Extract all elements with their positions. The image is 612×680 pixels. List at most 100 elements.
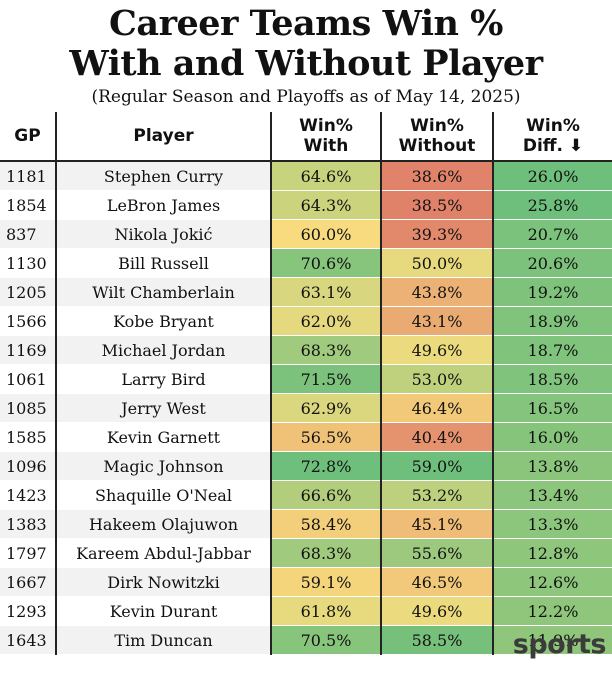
table-row: 1566 Kobe Bryant 62.0% 43.1% 18.9% [0,306,612,336]
cell-win-diff: 16.5% [492,393,612,423]
cell-win-with: 70.6% [270,248,381,278]
subtitle: (Regular Season and Playoffs as of May 1… [91,87,521,107]
cell-win-without: 58.5% [380,625,493,655]
cell-win-diff: 13.4% [492,480,612,510]
cell-win-diff: 18.9% [492,306,612,336]
cell-player: Kevin Garnett [55,422,271,452]
cell-player: LeBron James [55,190,271,220]
cell-win-with: 68.3% [270,538,381,568]
cell-win-with: 64.3% [270,190,381,220]
cell-gp: 1566 [0,306,56,336]
header-win-diff[interactable]: Win% Diff. ⬇ [492,112,612,161]
cell-gp: 1169 [0,335,56,365]
header-win-with-line2: With [303,136,349,156]
cell-gp: 1797 [0,538,56,568]
cell-win-diff: 19.2% [492,277,612,307]
cell-win-with: 70.5% [270,625,381,655]
cell-win-with: 72.8% [270,451,381,481]
cell-player: Jerry West [55,393,271,423]
table-row: 1096 Magic Johnson 72.8% 59.0% 13.8% [0,451,612,481]
cell-player: Dirk Nowitzki [55,567,271,597]
table-row: 837 Nikola Jokić 60.0% 39.3% 20.7% [0,219,612,249]
cell-player: Stephen Curry [55,161,271,191]
cell-win-diff: 25.8% [492,190,612,220]
table-row: 1854 LeBron James 64.3% 38.5% 25.8% [0,190,612,220]
table-row: 1205 Wilt Chamberlain 63.1% 43.8% 19.2% [0,277,612,307]
cell-win-without: 43.8% [380,277,493,307]
cell-win-with: 59.1% [270,567,381,597]
cell-gp: 1293 [0,596,56,626]
cell-win-with: 61.8% [270,596,381,626]
cell-player: Hakeem Olajuwon [55,509,271,539]
table-row: 1293 Kevin Durant 61.8% 49.6% 12.2% [0,596,612,626]
cell-gp: 1585 [0,422,56,452]
cell-gp: 1181 [0,161,56,191]
page-title: Career Teams Win % With and Without Play… [0,0,612,84]
cell-win-without: 46.5% [380,567,493,597]
cell-gp: 1643 [0,625,56,655]
cell-gp: 1085 [0,393,56,423]
cell-win-with: 63.1% [270,277,381,307]
cell-win-diff: 20.7% [492,219,612,249]
cell-win-without: 53.2% [380,480,493,510]
table-row: 1667 Dirk Nowitzki 59.1% 46.5% 12.6% [0,567,612,597]
cell-win-diff: 11.9% [492,625,612,655]
cell-win-with: 64.6% [270,161,381,191]
header-win-without: Win% Without [380,112,493,161]
table-row: 1181 Stephen Curry 64.6% 38.6% 26.0% [0,161,612,191]
cell-win-diff: 20.6% [492,248,612,278]
cell-win-with: 58.4% [270,509,381,539]
cell-win-without: 39.3% [380,219,493,249]
cell-win-diff: 26.0% [492,161,612,191]
cell-player: Kareem Abdul-Jabbar [55,538,271,568]
table-row: 1061 Larry Bird 71.5% 53.0% 18.5% [0,364,612,394]
cell-win-with: 71.5% [270,364,381,394]
cell-win-diff: 18.5% [492,364,612,394]
header-player: Player [55,112,271,161]
cell-win-without: 49.6% [380,335,493,365]
cell-win-without: 59.0% [380,451,493,481]
cell-win-with: 56.5% [270,422,381,452]
cell-gp: 1096 [0,451,56,481]
cell-player: Wilt Chamberlain [55,277,271,307]
table-body: 1181 Stephen Curry 64.6% 38.6% 26.0% 1854 LeBr… [0,161,612,655]
cell-gp: 1854 [0,190,56,220]
cell-win-with: 62.0% [270,306,381,336]
cell-win-without: 46.4% [380,393,493,423]
cell-player: Michael Jordan [55,335,271,365]
cell-win-with: 68.3% [270,335,381,365]
cell-gp: 1383 [0,509,56,539]
cell-win-diff: 12.2% [492,596,612,626]
header-gp: GP [14,126,41,146]
cell-player: Shaquille O'Neal [55,480,271,510]
stats-table: GP Player Win% With Win% Without Win% Di… [0,112,612,655]
cell-gp: 1423 [0,480,56,510]
cell-win-without: 53.0% [380,364,493,394]
title-line-2: With and Without Player [69,43,543,84]
cell-win-without: 49.6% [380,596,493,626]
header-row: GP Player Win% With Win% Without Win% Di… [0,112,612,161]
cell-gp: 1130 [0,248,56,278]
header-win-diff-line2: Diff. ⬇ [522,136,584,156]
cell-win-without: 45.1% [380,509,493,539]
cell-player: Tim Duncan [55,625,271,655]
cell-win-without: 38.6% [380,161,493,191]
table-row: 1383 Hakeem Olajuwon 58.4% 45.1% 13.3% [0,509,612,539]
sports-watermark-logo: sports [512,629,607,660]
table-row: 1797 Kareem Abdul-Jabbar 68.3% 55.6% 12.8% [0,538,612,568]
cell-win-diff: 18.7% [492,335,612,365]
cell-player: Nikola Jokić [55,219,271,249]
cell-win-diff: 13.3% [492,509,612,539]
cell-win-with: 62.9% [270,393,381,423]
cell-win-diff: 12.6% [492,567,612,597]
table-row: 1130 Bill Russell 70.6% 50.0% 20.6% [0,248,612,278]
header-win-with-line1: Win% [299,116,353,136]
cell-player: Bill Russell [55,248,271,278]
table-row: 1169 Michael Jordan 68.3% 49.6% 18.7% [0,335,612,365]
cell-win-with: 60.0% [270,219,381,249]
cell-win-diff: 13.8% [492,451,612,481]
cell-gp: 837 [0,219,56,249]
cell-gp: 1061 [0,364,56,394]
table-row: 1585 Kevin Garnett 56.5% 40.4% 16.0% [0,422,612,452]
header-win-without-line2: Without [398,136,476,156]
